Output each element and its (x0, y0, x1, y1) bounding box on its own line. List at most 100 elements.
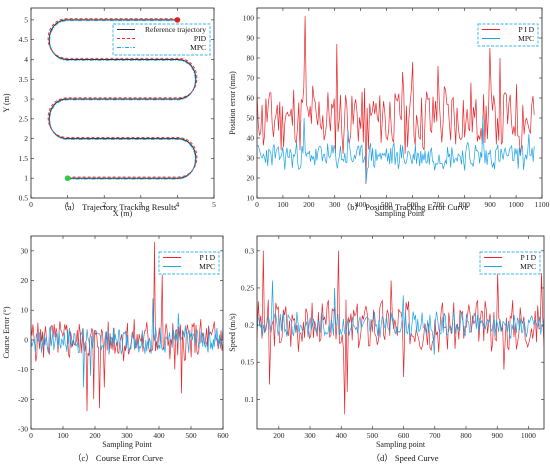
x-tick-label: 200 (89, 431, 101, 440)
panel-caption: （b） Position Tracking Error Curve (342, 202, 469, 212)
y-tick-label: 3 (24, 95, 28, 104)
start-point-marker (64, 175, 71, 182)
y-tick-label: 50 (247, 114, 255, 123)
chart-panel-a: 0 1 2 3 4 5 0.5 1 1.5 2 2.5 3 3.5 4 4.5 5 X (m) Y (m) （a） … (2, 7, 216, 218)
panel-caption: （d） Speed Curve (371, 453, 438, 463)
x-tick-label: 5 (212, 200, 216, 209)
y-tick-label: 2 (24, 134, 28, 143)
y-tick-label: 2.5 (19, 114, 29, 123)
mpc-series-line (257, 115, 535, 183)
y-axis-label: Course Error (°) (2, 306, 11, 358)
x-tick-label: 800 (460, 431, 472, 440)
x-tick-label: 2 (102, 200, 106, 209)
x-tick-label: 500 (381, 200, 393, 209)
y-tick-label: -30 (18, 425, 28, 434)
y-tick-label: 80 (247, 54, 255, 63)
y-tick-label: 0.15 (241, 358, 254, 367)
y-tick-label: 30 (21, 246, 29, 255)
x-tick-label: 1000 (521, 431, 536, 440)
y-tick-label: 90 (247, 34, 255, 43)
y-tick-label: 0.5 (19, 194, 29, 203)
y-tick-label: 4 (24, 55, 28, 64)
y-tick-label: 0 (24, 335, 28, 344)
x-tick-label: 4 (176, 200, 180, 209)
y-tick-label: 60 (247, 94, 255, 103)
legend-entry: Reference trajectory (145, 25, 206, 34)
x-tick-label: 300 (329, 200, 341, 209)
legend-entry: MPC (518, 34, 534, 43)
y-tick-label: 70 (247, 74, 255, 83)
legend-entry: P I D (520, 253, 536, 262)
mpc-series-line (31, 298, 223, 388)
x-tick-label: 900 (492, 431, 504, 440)
x-tick-label: 400 (336, 431, 348, 440)
legend-entry: P I D (199, 253, 215, 262)
x-tick-label: 0 (255, 200, 259, 209)
x-axis-label: X (m) (113, 209, 133, 218)
legend-entry: MPC (199, 262, 215, 271)
x-tick-label: 600 (217, 431, 229, 440)
legend-entry: PID (194, 34, 207, 43)
x-tick-label: 300 (121, 431, 133, 440)
panel-caption: （a） Trajectory Tracking Results (59, 202, 177, 212)
y-axis-label: Position error (mm) (228, 71, 237, 135)
pid-series-line (31, 241, 223, 412)
y-tick-label: 100 (243, 14, 255, 23)
y-tick-label: 0.2 (245, 321, 255, 330)
chart-panel-c: 0 100 200 300 400 500 600 -30 -20 -10 0 10 20 30 Sampl… (2, 235, 229, 463)
pid-series-line (257, 250, 544, 415)
y-tick-label: 20 (21, 276, 29, 285)
y-tick-label: 0.25 (241, 283, 254, 292)
x-tick-label: 1100 (535, 200, 550, 209)
y-tick-label: 5 (24, 15, 28, 24)
chart-panel-d: 200 300 400 500 600 700 800 900 1000 0.1 0.15 0.2 0.… (228, 235, 545, 463)
x-axis-label: Sampling point (376, 440, 426, 449)
x-tick-label: 0 (29, 431, 33, 440)
x-tick-label: 3 (139, 200, 143, 209)
y-tick-label: 0.3 (245, 246, 255, 255)
x-tick-label: 200 (273, 431, 285, 440)
plot-area (31, 241, 223, 412)
y-tick-label: 20 (247, 174, 255, 183)
x-axis-label: Sampling Point (102, 440, 152, 449)
x-tick-label: 100 (57, 431, 69, 440)
y-tick-label: -20 (18, 395, 28, 404)
axes-frame (256, 7, 543, 199)
x-tick-label: 700 (433, 200, 445, 209)
plot-area (257, 250, 544, 415)
x-tick-label: 0 (29, 200, 33, 209)
y-tick-label: 30 (247, 154, 255, 163)
y-tick-label: 0.1 (245, 395, 255, 404)
axes-frame (30, 7, 215, 199)
end-point-marker (174, 17, 181, 23)
x-tick-label: 1 (66, 200, 70, 209)
x-tick-label: 700 (429, 431, 441, 440)
chart-panel-b: 0 100 200 300 400 500 600 700 800 900 1000 1100 10 20… (228, 7, 550, 218)
y-tick-label: 10 (21, 306, 29, 315)
x-tick-label: 100 (277, 200, 289, 209)
plot-area (257, 15, 535, 185)
x-tick-label: 900 (485, 200, 497, 209)
x-tick-label: 300 (304, 431, 316, 440)
x-tick-label: 400 (153, 431, 165, 440)
panel-caption: （c） Course Error Curve (73, 453, 163, 463)
legend-entry: P I D (518, 25, 534, 34)
y-tick-label: 1.5 (19, 154, 29, 163)
y-tick-label: 40 (247, 134, 255, 143)
x-axis-label: Sampling Point (375, 209, 425, 218)
plot-area (47, 17, 198, 182)
x-tick-label: 600 (407, 200, 419, 209)
mpc-trajectory-line (49, 20, 196, 180)
y-tick-label: 1 (24, 174, 28, 183)
axes-frame (256, 235, 545, 430)
y-tick-label: 3.5 (19, 75, 29, 84)
y-tick-label: 10 (247, 194, 255, 203)
y-tick-label: 4.5 (19, 35, 29, 44)
legend-entry: MPC (520, 262, 536, 271)
pid-trajectory-line (47, 18, 198, 178)
x-tick-label: 1000 (509, 200, 524, 209)
